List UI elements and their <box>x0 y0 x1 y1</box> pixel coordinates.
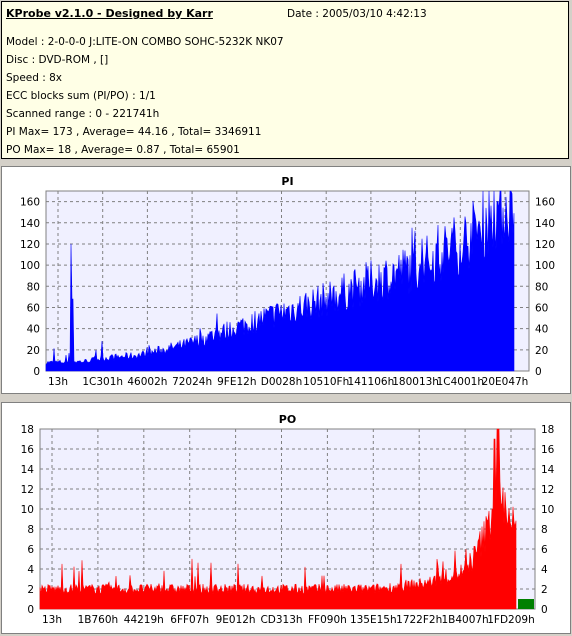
y-tick-label-right: 14 <box>541 464 555 476</box>
x-tick-label: 44219h <box>124 614 164 626</box>
pi-chart: PI 0 0 20 20 40 40 60 60 80 80 100 100 120 120 140 140 16… <box>20 175 555 388</box>
end-marker <box>518 599 534 609</box>
y-tick-label-left: 14 <box>21 464 35 476</box>
po-chart-panel: PO 0 0 2 2 4 4 6 6 8 8 10 10 12 12 14 14 16 16 18 18 13h 1B760… <box>1 402 571 634</box>
y-tick-label-left: 2 <box>27 584 34 596</box>
x-tick-label: 1C301h <box>82 376 123 388</box>
chart-title: PI <box>281 175 293 188</box>
x-tick-label: 1B4007h <box>441 614 488 626</box>
y-tick-label-right: 0 <box>541 604 548 616</box>
info-panel: KProbe v2.1.0 - Designed by Karr Date : … <box>1 1 569 159</box>
y-tick-label-left: 10 <box>21 504 34 516</box>
y-tick-label-left: 40 <box>27 324 40 336</box>
y-tick-label-right: 12 <box>541 484 554 496</box>
info-pi-stats: PI Max= 173 , Average= 44.16 , Total= 33… <box>6 126 262 138</box>
y-tick-label-left: 8 <box>27 524 34 536</box>
y-tick-label-left: 12 <box>21 484 34 496</box>
scan-date: Date : 2005/03/10 4:42:13 <box>287 8 427 20</box>
y-tick-label-right: 120 <box>535 239 555 251</box>
info-ecc: ECC blocks sum (PI/PO) : 1/1 <box>6 90 156 102</box>
y-tick-label-right: 4 <box>541 564 548 576</box>
y-tick-label-right: 140 <box>535 218 555 230</box>
x-tick-label: CD313h <box>260 614 302 626</box>
y-tick-label-left: 4 <box>27 564 34 576</box>
y-tick-label-left: 140 <box>20 218 40 230</box>
x-tick-label: 1722F2h <box>396 614 442 626</box>
chart-title: PO <box>279 413 296 426</box>
x-tick-label: 10510Fh <box>303 376 349 388</box>
info-disc: Disc : DVD-ROM , [] <box>6 54 109 66</box>
x-tick-label: 20E047h <box>482 376 529 388</box>
x-tick-label: 1B760h <box>78 614 119 626</box>
y-tick-label-left: 20 <box>27 345 40 357</box>
x-tick-label: FF090h <box>308 614 347 626</box>
y-tick-label-right: 20 <box>535 345 548 357</box>
y-tick-label-left: 0 <box>33 366 40 378</box>
info-po-stats: PO Max= 18 , Average= 0.87 , Total= 6590… <box>6 144 240 156</box>
info-range: Scanned range : 0 - 221741h <box>6 108 160 120</box>
x-tick-label: 13h <box>48 376 68 388</box>
x-tick-label: 6FF07h <box>170 614 209 626</box>
y-tick-label-left: 18 <box>21 424 34 436</box>
y-tick-label-right: 16 <box>541 444 555 456</box>
x-tick-label: 141106h <box>348 376 395 388</box>
x-tick-label: 1C4001h <box>437 376 484 388</box>
y-tick-label-right: 18 <box>541 424 554 436</box>
x-tick-label: 72024h <box>172 376 212 388</box>
y-tick-label-left: 6 <box>27 544 34 556</box>
x-tick-label: 46002h <box>127 376 167 388</box>
x-tick-label: 1FD209h <box>487 614 535 626</box>
y-tick-label-left: 100 <box>20 260 40 272</box>
y-tick-label-right: 60 <box>535 302 548 314</box>
x-tick-label: 9E012h <box>216 614 256 626</box>
y-tick-label-right: 6 <box>541 544 548 556</box>
y-tick-label-left: 120 <box>20 239 40 251</box>
x-tick-label: 13h <box>42 614 62 626</box>
y-tick-label-right: 0 <box>535 366 542 378</box>
po-chart: PO 0 0 2 2 4 4 6 6 8 8 10 10 12 12 14 14 16 16 18 18 13h 1B760… <box>21 413 555 626</box>
y-tick-label-left: 160 <box>20 197 40 209</box>
info-speed: Speed : 8x <box>6 72 63 84</box>
y-tick-label-left: 80 <box>27 281 40 293</box>
y-tick-label-left: 0 <box>27 604 34 616</box>
app-title: KProbe v2.1.0 - Designed by Karr <box>6 7 213 20</box>
y-tick-label-right: 40 <box>535 324 548 336</box>
x-tick-label: 9FE12h <box>217 376 256 388</box>
info-model: Model : 2-0-0-0 J:LITE-ON COMBO SOHC-523… <box>6 36 284 48</box>
y-tick-label-right: 2 <box>541 584 548 596</box>
x-tick-label: D0028h <box>261 376 302 388</box>
y-tick-label-right: 80 <box>535 281 548 293</box>
y-tick-label-right: 100 <box>535 260 555 272</box>
y-tick-label-left: 60 <box>27 302 40 314</box>
y-tick-label-left: 16 <box>21 444 35 456</box>
y-tick-label-right: 8 <box>541 524 548 536</box>
series-area <box>45 190 515 372</box>
series-area <box>39 428 517 610</box>
x-tick-label: 135E15h <box>350 614 397 626</box>
y-tick-label-right: 160 <box>535 197 555 209</box>
y-tick-label-right: 10 <box>541 504 554 516</box>
x-tick-label: 180013h <box>392 376 439 388</box>
pi-chart-panel: PI 0 0 20 20 40 40 60 60 80 80 100 100 120 120 140 140 16… <box>1 166 571 394</box>
